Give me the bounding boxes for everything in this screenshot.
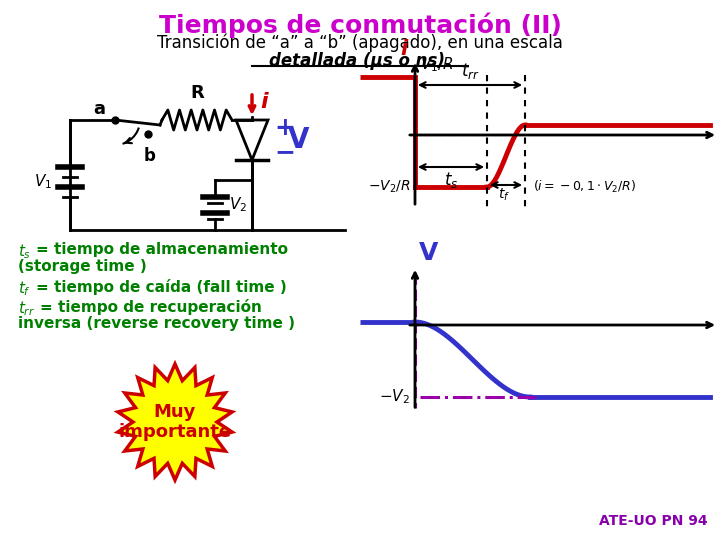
- Text: V: V: [288, 126, 310, 154]
- Text: = tiempo de recuperación: = tiempo de recuperación: [40, 299, 262, 315]
- Text: $t_s$: $t_s$: [444, 170, 458, 190]
- Text: detallada (μs o ns).: detallada (μs o ns).: [269, 52, 451, 70]
- Text: $t_{rr}$: $t_{rr}$: [461, 61, 480, 81]
- Text: $V_1/R$: $V_1/R$: [420, 55, 454, 74]
- Text: i: i: [260, 92, 268, 112]
- Text: $-V_2$: $-V_2$: [379, 388, 410, 406]
- Text: V: V: [419, 241, 438, 265]
- Text: $t_s$: $t_s$: [18, 242, 31, 261]
- Text: $t_f$: $t_f$: [498, 187, 510, 204]
- Text: Tiempos de conmutación (II): Tiempos de conmutación (II): [158, 12, 562, 37]
- Text: R: R: [190, 84, 204, 102]
- Text: $t_f$: $t_f$: [18, 279, 31, 298]
- Text: Transición de “a” a “b” (apagado), en una escala: Transición de “a” a “b” (apagado), en un…: [157, 34, 563, 52]
- Text: $t_{rr}$: $t_{rr}$: [18, 299, 35, 318]
- Text: a: a: [93, 100, 105, 118]
- Text: $(i= -0,1 \cdot V_2/R)$: $(i= -0,1 \cdot V_2/R)$: [533, 179, 636, 195]
- Text: = tiempo de caída (fall time ): = tiempo de caída (fall time ): [36, 279, 287, 295]
- Polygon shape: [236, 120, 268, 160]
- Text: $V_1$: $V_1$: [34, 173, 52, 191]
- Text: $-V_2/R$: $-V_2/R$: [367, 179, 410, 195]
- Text: ATE-UO PN 94: ATE-UO PN 94: [599, 514, 708, 528]
- Polygon shape: [118, 364, 232, 480]
- Text: $V_2$: $V_2$: [229, 195, 247, 214]
- Text: (storage time ): (storage time ): [18, 259, 147, 274]
- Text: i: i: [400, 39, 407, 59]
- Text: Muy: Muy: [154, 403, 196, 421]
- Text: b: b: [144, 147, 156, 165]
- Text: inversa (reverse recovery time ): inversa (reverse recovery time ): [18, 316, 295, 331]
- Text: −: −: [274, 140, 295, 164]
- Text: importante: importante: [118, 423, 232, 441]
- Text: +: +: [274, 116, 295, 140]
- Text: = tiempo de almacenamiento: = tiempo de almacenamiento: [36, 242, 288, 257]
